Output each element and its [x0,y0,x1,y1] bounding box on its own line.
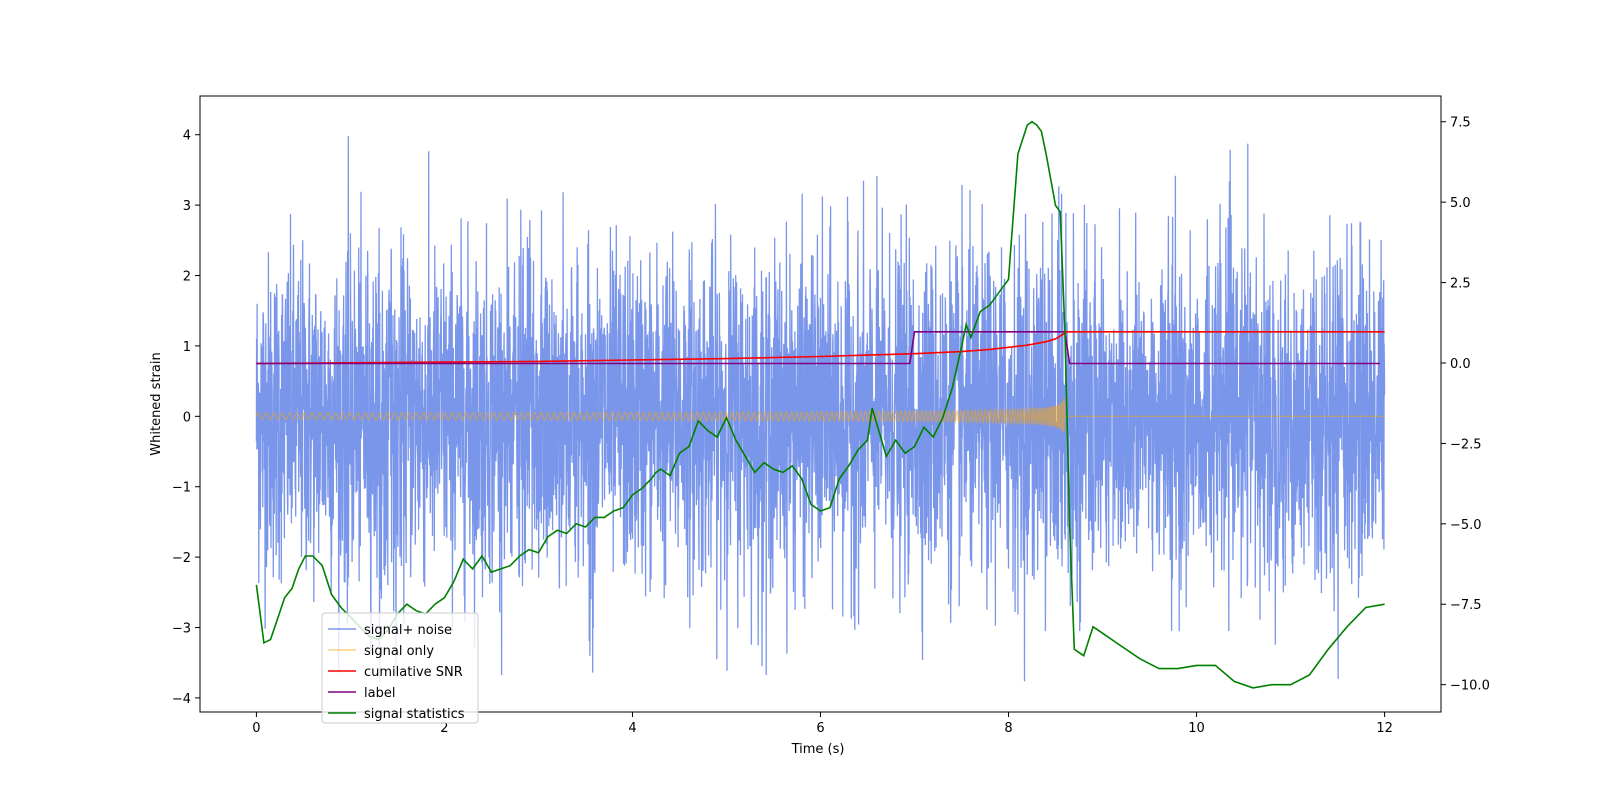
legend-label: signal statistics [364,707,465,722]
y-tick-label: 3 [183,199,191,214]
y2-tick-label: 7.5 [1450,116,1471,131]
x-tick-label: 0 [252,721,260,736]
y2-tick-label: −2.5 [1450,437,1482,452]
y-tick-label: −4 [172,692,191,707]
legend-label: cumilative SNR [364,665,463,680]
series-layer [255,120,1386,689]
y-tick-label: 2 [183,270,191,285]
series-line-cumilative-snr [256,331,1385,365]
y2-tick-label: 2.5 [1450,277,1471,292]
series-line-signal-only [255,398,1385,433]
legend-label: label [364,686,395,701]
x-axis-label: Time (s) [791,742,845,757]
y-tick-label: 0 [183,410,191,425]
y-tick-label: 1 [183,340,191,355]
x-tick-label: 10 [1188,721,1205,736]
legend: signal+ noise signal only cumilative SNR la… [321,612,479,724]
x-tick-label: 8 [1004,721,1012,736]
y-axis-left: −4 −3 −2 −1 0 1 2 3 4 [172,129,200,707]
y-tick-label: −1 [172,481,191,496]
y-axis-label: Whitened strain [149,352,164,455]
legend-label: signal+ noise [364,623,452,638]
x-tick-label: 6 [816,721,824,736]
y2-tick-label: 5.0 [1450,196,1471,211]
y2-tick-label: −10.0 [1450,679,1490,694]
y-axis-right: −10.0 −7.5 −5.0 −2.5 0.0 2.5 5.0 7.5 [1441,116,1490,694]
y2-tick-label: −5.0 [1450,518,1482,533]
legend-box [321,612,479,724]
x-tick-label: 4 [628,721,636,736]
y-tick-label: −2 [172,551,191,566]
legend-label: signal only [364,644,434,659]
y-tick-label: 4 [183,129,191,144]
x-tick-label: 2 [440,721,448,736]
series-line-signal-plus-noise [255,136,1386,683]
y-tick-label: −3 [172,622,191,637]
y2-tick-label: 0.0 [1450,357,1471,372]
y2-tick-label: −7.5 [1450,598,1482,613]
series-line-signal-statistics [255,120,1385,689]
series-line-label [256,331,1380,365]
x-tick-label: 12 [1376,721,1393,736]
